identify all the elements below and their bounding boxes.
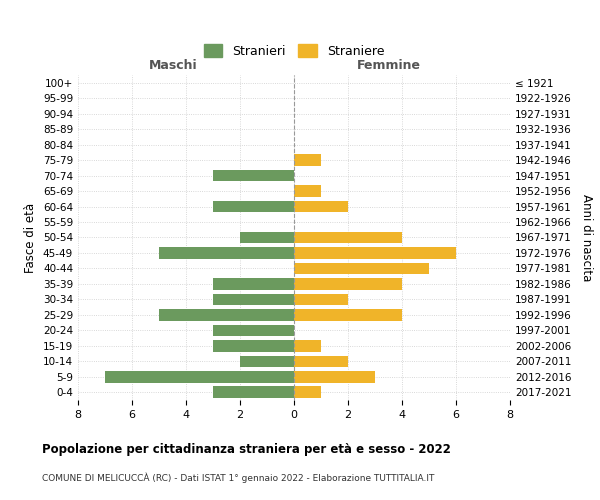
- Y-axis label: Anni di nascita: Anni di nascita: [580, 194, 593, 281]
- Bar: [294, 186, 321, 197]
- Legend: Stranieri, Straniere: Stranieri, Straniere: [199, 39, 389, 62]
- Bar: [213, 278, 294, 289]
- Bar: [213, 170, 294, 181]
- Text: Maschi: Maschi: [149, 58, 197, 71]
- Bar: [213, 386, 294, 398]
- Bar: [105, 371, 294, 382]
- Bar: [294, 200, 348, 212]
- Text: COMUNE DI MELICUCCÀ (RC) - Dati ISTAT 1° gennaio 2022 - Elaborazione TUTTITALIA.: COMUNE DI MELICUCCÀ (RC) - Dati ISTAT 1°…: [42, 472, 434, 483]
- Bar: [294, 371, 375, 382]
- Bar: [294, 294, 348, 305]
- Bar: [294, 340, 321, 351]
- Bar: [294, 278, 402, 289]
- Text: Popolazione per cittadinanza straniera per età e sesso - 2022: Popolazione per cittadinanza straniera p…: [42, 442, 451, 456]
- Bar: [240, 356, 294, 367]
- Bar: [159, 247, 294, 259]
- Bar: [294, 154, 321, 166]
- Bar: [213, 324, 294, 336]
- Bar: [294, 232, 402, 243]
- Y-axis label: Fasce di età: Fasce di età: [25, 202, 37, 272]
- Bar: [240, 232, 294, 243]
- Bar: [159, 309, 294, 320]
- Bar: [213, 294, 294, 305]
- Bar: [213, 200, 294, 212]
- Bar: [294, 262, 429, 274]
- Text: Femmine: Femmine: [357, 58, 421, 71]
- Bar: [294, 386, 321, 398]
- Bar: [294, 309, 402, 320]
- Bar: [294, 247, 456, 259]
- Bar: [213, 340, 294, 351]
- Bar: [294, 356, 348, 367]
